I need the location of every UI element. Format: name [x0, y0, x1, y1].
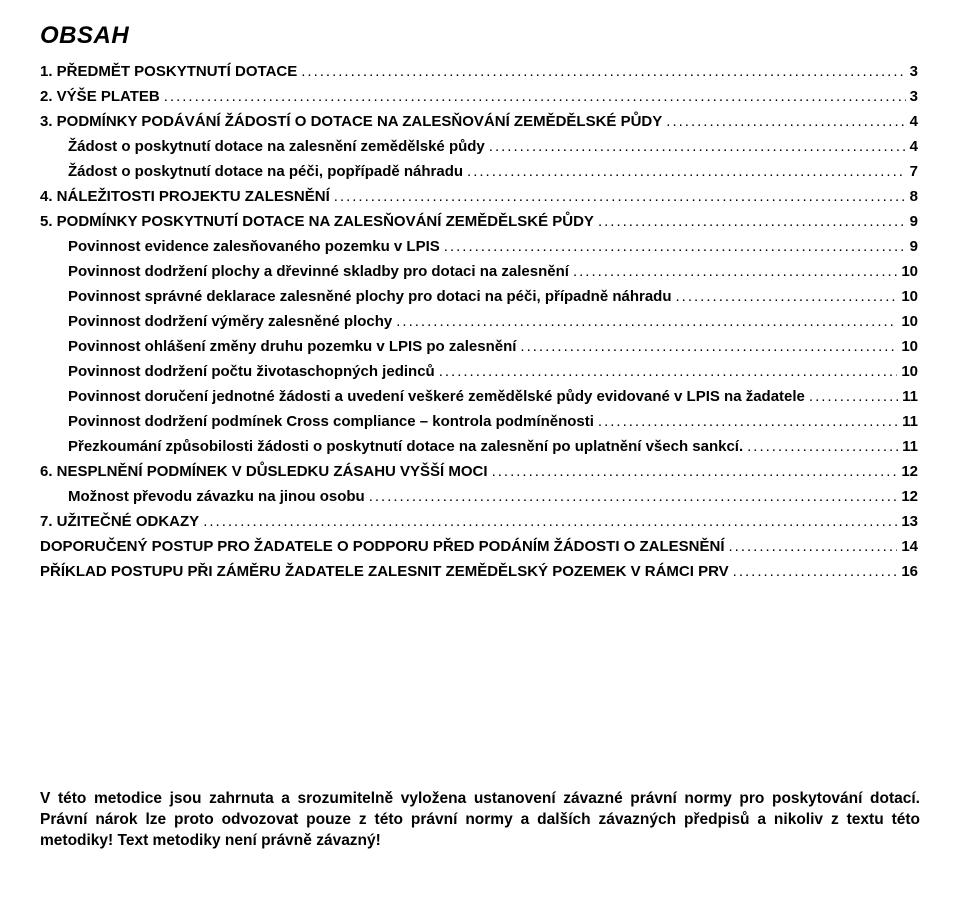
- toc-entry-label: Žádost o poskytnutí dotace na péči, popř…: [68, 164, 463, 179]
- toc-entry-label: Povinnost dodržení výměry zalesněné ploc…: [68, 314, 392, 329]
- toc-leader-dots: [733, 564, 898, 579]
- toc-entry: PŘÍKLAD POSTUPU PŘI ZÁMĚRU ŽADATELE ZALE…: [40, 564, 920, 579]
- toc-entry: 6. NESPLNĚNÍ PODMÍNEK V DŮSLEDKU ZÁSAHU …: [40, 464, 920, 479]
- toc-entry-page: 4: [910, 139, 920, 154]
- toc-entry: 1. PŘEDMĚT POSKYTNUTÍ DOTACE 3: [40, 64, 920, 79]
- toc-leader-dots: [729, 539, 898, 554]
- toc-entry-page: 9: [910, 214, 920, 229]
- toc-entry-page: 9: [910, 239, 920, 254]
- toc-entry-page: 10: [901, 264, 920, 279]
- toc-entry: Povinnost dodržení podmínek Cross compli…: [40, 414, 920, 429]
- toc-entry: Povinnost dodržení plochy a dřevinné skl…: [40, 264, 920, 279]
- toc-entry-page: 13: [901, 514, 920, 529]
- toc-entry-page: 10: [901, 289, 920, 304]
- toc-entry: Možnost převodu závazku na jinou osobu 12: [40, 489, 920, 504]
- toc-entry-label: Povinnost dodržení počtu životaschopných…: [68, 364, 435, 379]
- toc-leader-dots: [467, 164, 906, 179]
- toc-entry-label: 3. PODMÍNKY PODÁVÁNÍ ŽÁDOSTÍ O DOTACE NA…: [40, 114, 662, 129]
- toc-entry-label: 6. NESPLNĚNÍ PODMÍNEK V DŮSLEDKU ZÁSAHU …: [40, 464, 488, 479]
- toc-entry-label: Žádost o poskytnutí dotace na zalesnění …: [68, 139, 485, 154]
- toc-leader-dots: [164, 89, 906, 104]
- toc-leader-dots: [369, 489, 898, 504]
- toc-entry: Přezkoumání způsobilosti žádosti o posky…: [40, 439, 920, 454]
- toc-entry: DOPORUČENÝ POSTUP PRO ŽADATELE O PODPORU…: [40, 539, 920, 554]
- toc-entry-page: 8: [910, 189, 920, 204]
- toc-entry-page: 11: [902, 389, 920, 404]
- toc-entry: Povinnost dodržení počtu životaschopných…: [40, 364, 920, 379]
- toc-entry-label: 7. UŽITEČNÉ ODKAZY: [40, 514, 199, 529]
- toc-entry: Žádost o poskytnutí dotace na péči, popř…: [40, 164, 920, 179]
- toc-entry: 7. UŽITEČNÉ ODKAZY 13: [40, 514, 920, 529]
- toc-entry-label: Povinnost evidence zalesňovaného pozemku…: [68, 239, 440, 254]
- toc-leader-dots: [396, 314, 897, 329]
- page-title: OBSAH: [40, 22, 920, 50]
- toc-entry-label: Možnost převodu závazku na jinou osobu: [68, 489, 365, 504]
- toc-entry-label: Povinnost dodržení plochy a dřevinné skl…: [68, 264, 569, 279]
- toc-leader-dots: [676, 289, 898, 304]
- toc-leader-dots: [747, 439, 898, 454]
- toc-entry: Povinnost správné deklarace zalesněné pl…: [40, 289, 920, 304]
- toc-entry-label: PŘÍKLAD POSTUPU PŘI ZÁMĚRU ŽADATELE ZALE…: [40, 564, 729, 579]
- toc-entry-page: 12: [901, 464, 920, 479]
- toc-leader-dots: [439, 364, 898, 379]
- toc-entry-page: 11: [902, 439, 920, 454]
- toc-leader-dots: [573, 264, 897, 279]
- toc-entry: 2. VÝŠE PLATEB 3: [40, 89, 920, 104]
- toc-entry-page: 16: [901, 564, 920, 579]
- toc-leader-dots: [334, 189, 906, 204]
- toc-entry-page: 7: [910, 164, 920, 179]
- toc-entry-page: 10: [901, 364, 920, 379]
- toc-entry: 4. NÁLEŽITOSTI PROJEKTU ZALESNĚNÍ 8: [40, 189, 920, 204]
- toc-entry-label: DOPORUČENÝ POSTUP PRO ŽADATELE O PODPORU…: [40, 539, 725, 554]
- toc-leader-dots: [598, 214, 906, 229]
- document-page: OBSAH 1. PŘEDMĚT POSKYTNUTÍ DOTACE32. VÝ…: [0, 0, 960, 897]
- footer-note: V této metodice jsou zahrnuta a srozumit…: [40, 789, 920, 852]
- toc-entry-page: 3: [910, 64, 920, 79]
- toc-entry-label: 5. PODMÍNKY POSKYTNUTÍ DOTACE NA ZALESŇO…: [40, 214, 594, 229]
- toc-entry-label: Povinnost dodržení podmínek Cross compli…: [68, 414, 594, 429]
- toc-entry: Žádost o poskytnutí dotace na zalesnění …: [40, 139, 920, 154]
- toc-entry-label: Povinnost doručení jednotné žádosti a uv…: [68, 389, 805, 404]
- toc-leader-dots: [492, 464, 898, 479]
- toc-entry-label: 4. NÁLEŽITOSTI PROJEKTU ZALESNĚNÍ: [40, 189, 330, 204]
- toc-entry-page: 12: [901, 489, 920, 504]
- toc-entry: 3. PODMÍNKY PODÁVÁNÍ ŽÁDOSTÍ O DOTACE NA…: [40, 114, 920, 129]
- toc-leader-dots: [809, 389, 898, 404]
- toc-entry-page: 10: [901, 339, 920, 354]
- toc-entry: 5. PODMÍNKY POSKYTNUTÍ DOTACE NA ZALESŇO…: [40, 214, 920, 229]
- toc-leader-dots: [520, 339, 897, 354]
- toc-entry-page: 10: [901, 314, 920, 329]
- toc-entry: Povinnost doručení jednotné žádosti a uv…: [40, 389, 920, 404]
- toc-entry-page: 3: [910, 89, 920, 104]
- toc-entry-label: 2. VÝŠE PLATEB: [40, 89, 160, 104]
- toc-entry: Povinnost ohlášení změny druhu pozemku v…: [40, 339, 920, 354]
- toc-entry-page: 11: [902, 414, 920, 429]
- toc-leader-dots: [666, 114, 905, 129]
- toc-entry-page: 14: [901, 539, 920, 554]
- toc-entry-page: 4: [910, 114, 920, 129]
- toc-leader-dots: [444, 239, 906, 254]
- toc-entry: Povinnost evidence zalesňovaného pozemku…: [40, 239, 920, 254]
- toc-entry-label: Přezkoumání způsobilosti žádosti o posky…: [68, 439, 743, 454]
- toc-leader-dots: [489, 139, 906, 154]
- toc-leader-dots: [301, 64, 905, 79]
- toc-entry-label: 1. PŘEDMĚT POSKYTNUTÍ DOTACE: [40, 64, 297, 79]
- toc-entry: Povinnost dodržení výměry zalesněné ploc…: [40, 314, 920, 329]
- toc-entry-label: Povinnost správné deklarace zalesněné pl…: [68, 289, 672, 304]
- toc-leader-dots: [203, 514, 897, 529]
- toc-entry-label: Povinnost ohlášení změny druhu pozemku v…: [68, 339, 516, 354]
- toc-leader-dots: [598, 414, 898, 429]
- table-of-contents: 1. PŘEDMĚT POSKYTNUTÍ DOTACE32. VÝŠE PLA…: [40, 64, 920, 579]
